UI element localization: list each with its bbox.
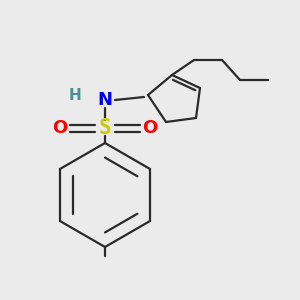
- Text: O: O: [142, 119, 158, 137]
- Text: N: N: [98, 91, 112, 109]
- Text: H: H: [69, 88, 81, 104]
- Text: S: S: [99, 118, 111, 138]
- Text: O: O: [52, 119, 68, 137]
